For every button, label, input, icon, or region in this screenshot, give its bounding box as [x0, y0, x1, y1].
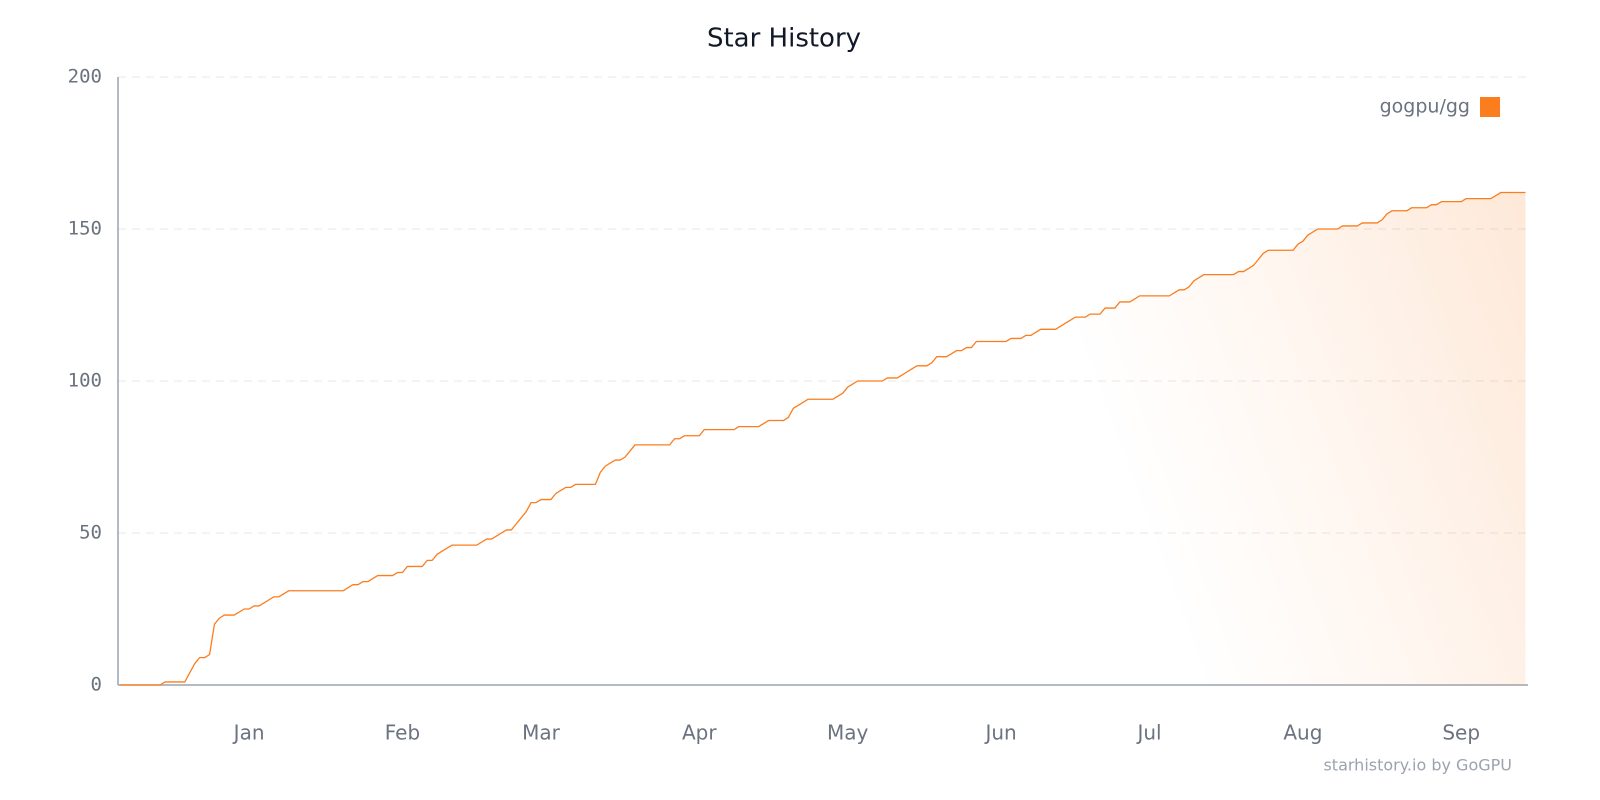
legend-label: gogpu/gg [1380, 96, 1470, 118]
series-line [120, 191, 1526, 686]
y-tick-label: 150 [68, 218, 102, 240]
watermark: starhistory.io by GoGPU [1323, 756, 1512, 775]
x-tick-label: Jan [232, 721, 265, 745]
y-tick-label: 100 [68, 370, 102, 392]
x-tick-label: Feb [385, 721, 420, 745]
y-tick-label: 50 [79, 522, 102, 544]
legend-swatch [1480, 97, 1500, 117]
x-tick-label: Jun [983, 721, 1016, 745]
x-tick-label: Aug [1283, 721, 1322, 745]
x-tick-label: Apr [682, 721, 717, 745]
x-tick-label: Sep [1442, 721, 1480, 745]
x-tick-label: May [827, 721, 869, 745]
series-area [120, 192, 1526, 685]
y-tick-label: 0 [91, 674, 102, 696]
y-tick-label: 200 [68, 66, 102, 88]
x-tick-label: Jul [1135, 721, 1161, 745]
x-tick-label: Mar [522, 721, 561, 745]
chart-title: Star History [707, 24, 861, 54]
